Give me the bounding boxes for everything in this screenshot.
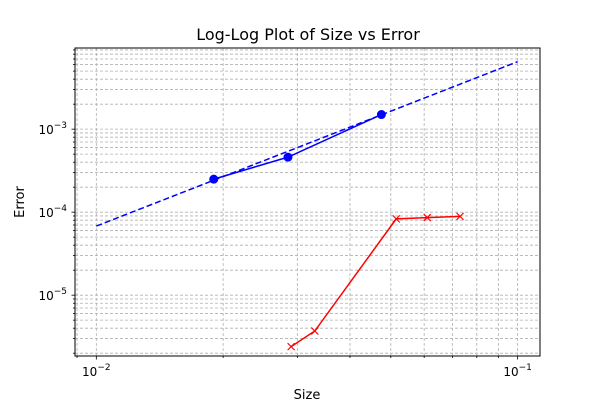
y-axis-label: Error bbox=[13, 186, 28, 218]
x-axis-label: Size bbox=[294, 388, 321, 400]
plot-frame bbox=[74, 47, 541, 357]
series-2-point bbox=[456, 212, 464, 221]
x-tick-label: 10−2 bbox=[82, 363, 111, 379]
ticks: 10−2 10−1 10−5 10−4 10−3 bbox=[38, 49, 532, 379]
series-1-line bbox=[96, 60, 518, 227]
chart-title: Log-Log Plot of Size vs Error bbox=[196, 25, 420, 44]
x-tick-label: 10−1 bbox=[503, 363, 532, 379]
series-2-point bbox=[287, 342, 296, 351]
series-2-point bbox=[310, 327, 319, 335]
series-2-point bbox=[423, 213, 432, 222]
y-tick-label: 10−3 bbox=[38, 121, 67, 137]
series-2-point bbox=[392, 214, 401, 223]
grid bbox=[75, 48, 540, 356]
series-0-point bbox=[209, 174, 219, 184]
series-0-point bbox=[283, 152, 293, 162]
y-tick-label: 10−4 bbox=[38, 204, 67, 220]
y-tick-label: 10−5 bbox=[38, 287, 67, 303]
series-layer bbox=[96, 60, 518, 351]
